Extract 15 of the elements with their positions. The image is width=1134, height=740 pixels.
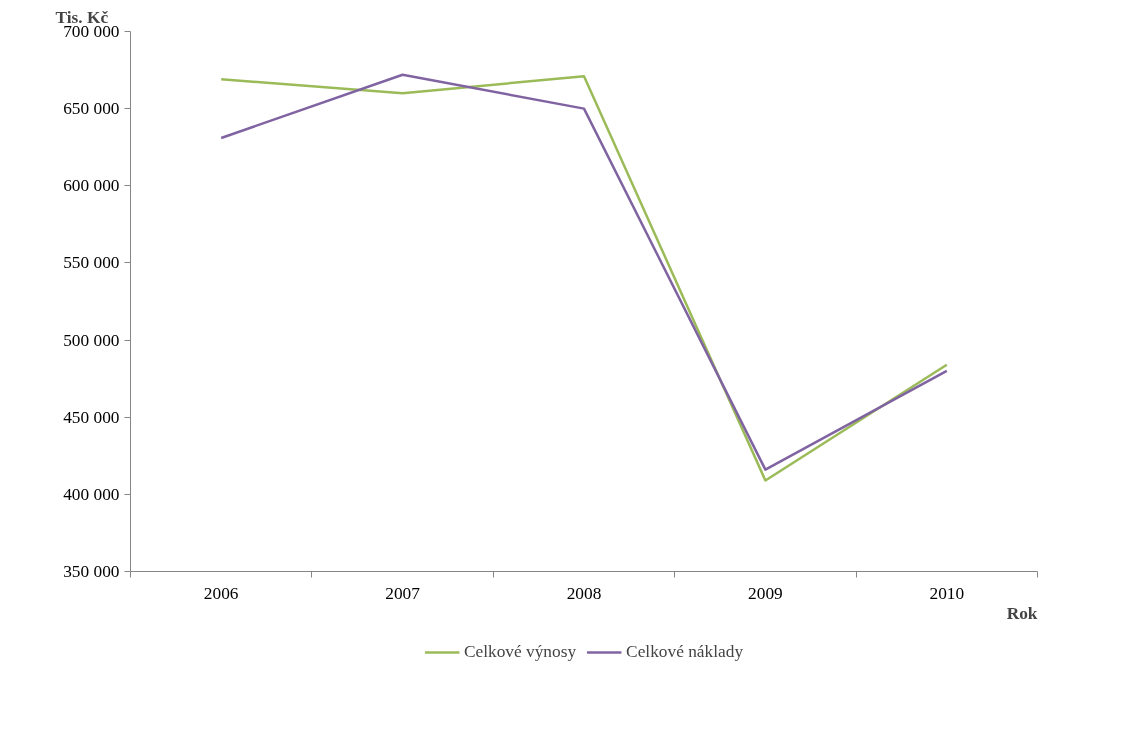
x-tick-label: 2009 [748, 583, 783, 603]
y-tick-label: 500 000 [63, 330, 120, 350]
x-axis-title: Rok [1006, 603, 1038, 623]
y-tick-label: 550 000 [63, 253, 120, 273]
legend-label: Celkové výnosy [463, 642, 577, 662]
x-tick-label: 2007 [385, 583, 421, 603]
x-tick-label: 2010 [929, 583, 965, 603]
y-tick-label: 400 000 [63, 484, 120, 504]
legend-label: Celkové náklady [626, 642, 744, 662]
y-tick-label: 350 000 [63, 562, 120, 581]
x-tick-label: 2008 [566, 583, 602, 603]
y-tick-label: 450 000 [63, 407, 120, 427]
y-tick-label: 600 000 [63, 176, 120, 196]
x-tick-label: 2006 [203, 583, 239, 603]
y-tick-label: 650 000 [63, 99, 120, 119]
